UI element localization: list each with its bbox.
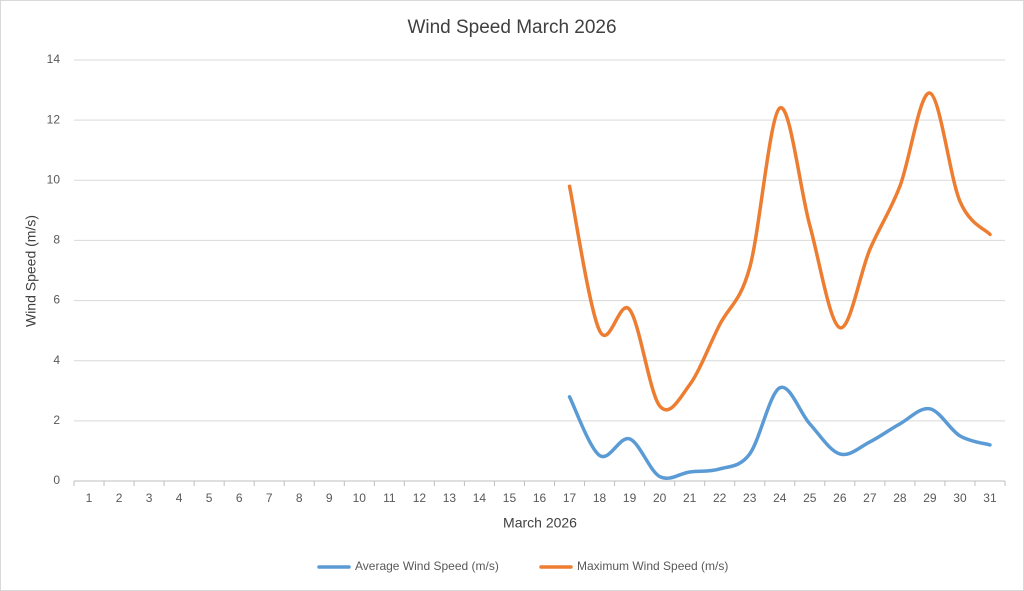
x-tick-label: 22 [713,491,727,505]
line-series [567,91,992,412]
y-tick-label: 6 [53,293,60,307]
x-tick-label: 6 [236,491,243,505]
line-series [567,385,992,481]
x-tick-label: 27 [863,491,877,505]
x-tick-label: 10 [353,491,367,505]
x-tick-label: 25 [803,491,817,505]
x-tick-label: 3 [146,491,153,505]
x-tick-label: 18 [593,491,607,505]
y-tick-label: 2 [53,413,60,427]
x-tick-label: 2 [116,491,123,505]
x-tick-label: 19 [623,491,637,505]
legend-label: Average Wind Speed (m/s) [355,559,499,573]
chart-title: Wind Speed March 2026 [407,17,616,38]
y-tick-label: 14 [47,52,61,66]
y-tick-label: 8 [53,233,60,247]
x-tick-label: 24 [773,491,787,505]
x-tick-label: 14 [473,491,487,505]
x-tick-label: 29 [923,491,937,505]
x-tick-label: 4 [176,491,183,505]
y-tick-label: 4 [53,353,60,367]
x-tick-label: 26 [833,491,847,505]
x-tick-label: 8 [296,491,303,505]
x-tick-label: 20 [653,491,667,505]
x-tick-label: 5 [206,491,213,505]
x-tick-label: 13 [443,491,457,505]
y-tick-label: 10 [47,172,61,186]
y-axis-title: Wind Speed (m/s) [23,215,39,327]
x-tick-label: 31 [983,491,997,505]
x-tick-label: 15 [503,491,517,505]
x-tick-label: 9 [326,491,333,505]
x-tick-label: 1 [86,491,93,505]
y-tick-label: 12 [47,112,61,126]
x-tick-label: 11 [383,491,396,505]
x-tick-label: 12 [413,491,427,505]
x-axis-title: March 2026 [503,515,577,531]
legend-label: Maximum Wind Speed (m/s) [577,559,728,573]
x-tick-label: 30 [953,491,967,505]
x-tick-label: 28 [893,491,907,505]
x-tick-label: 16 [533,491,547,505]
x-tick-label: 23 [743,491,757,505]
x-tick-label: 7 [266,491,273,505]
x-tick-label: 17 [563,491,577,505]
x-tick-label: 21 [683,491,697,505]
y-tick-label: 0 [53,473,60,487]
